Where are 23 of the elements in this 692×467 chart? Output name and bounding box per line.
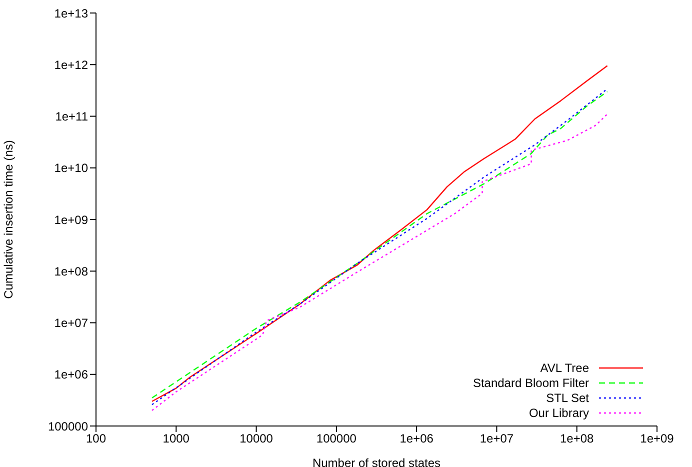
y-tick-label: 1e+13 [54, 6, 88, 20]
y-tick-label: 1e+08 [54, 264, 88, 278]
y-tick-label: 1e+06 [54, 368, 88, 382]
x-tick-label: 100000 [316, 432, 357, 446]
y-tick-label: 100000 [48, 419, 88, 434]
legend-label: STL Set [546, 390, 589, 404]
legend-label: Standard Bloom Filter [472, 376, 589, 390]
y-axis-title: Cumulative insertion time (ns) [1, 140, 16, 299]
legend-label: AVL Tree [540, 360, 589, 374]
x-tick-label: 1e+09 [640, 432, 674, 446]
x-tick-label: 1000 [162, 432, 190, 446]
x-tick-label: 1e+07 [480, 432, 514, 446]
x-tick-label: 100 [86, 432, 106, 446]
x-tick-label: 10000 [240, 432, 274, 446]
y-tick-label: 1e+10 [54, 161, 88, 176]
x-tick-label: 1e+08 [560, 432, 594, 446]
legend-label: Our Library [528, 406, 589, 420]
y-tick-label: 1e+12 [54, 58, 88, 72]
y-tick-label: 1e+07 [54, 316, 88, 330]
y-tick-label: 1e+09 [54, 212, 88, 227]
x-tick-label: 1e+06 [400, 432, 434, 446]
y-tick-label: 1e+11 [55, 110, 88, 124]
x-axis-title: Number of stored states [312, 456, 441, 467]
